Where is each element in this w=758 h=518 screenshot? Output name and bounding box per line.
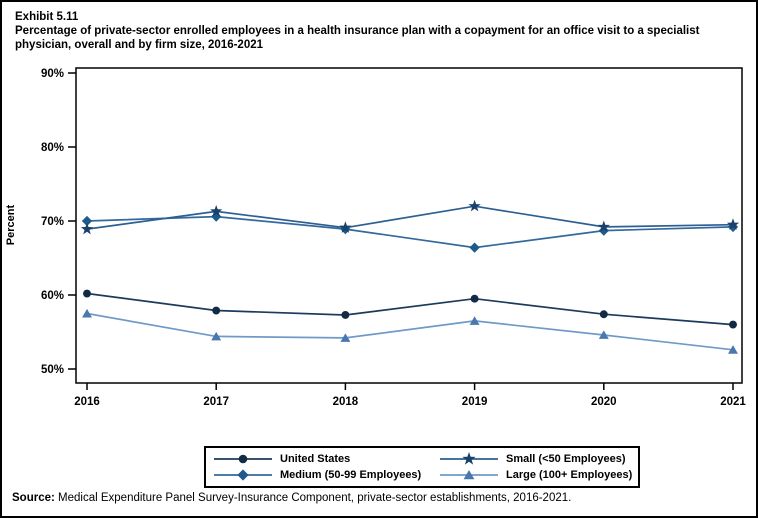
series-small-50-employees (80, 199, 740, 235)
legend-label: Large (100+ Employees) (506, 468, 633, 481)
x-tick-label: 2018 (333, 396, 359, 408)
marker-star (210, 204, 223, 217)
legend-label: United States (280, 452, 351, 465)
marker-triangle (211, 331, 222, 341)
marker-circle (599, 310, 608, 319)
marker-star (80, 222, 94, 235)
marker-circle (729, 320, 737, 329)
marker-triangle (82, 308, 92, 318)
source-text: Medical Expenditure Panel Survey-Insuran… (58, 492, 572, 504)
x-tick-label: 2021 (720, 396, 746, 408)
y-tick-label: 70% (41, 216, 64, 228)
marker-circle (341, 311, 350, 319)
marker-diamond (469, 242, 480, 253)
marker-circle (238, 454, 248, 463)
marker-diamond (237, 468, 249, 481)
legend-label: Medium (50-99 Employees) (280, 468, 422, 481)
series-line-large-100-employees (86, 312, 734, 351)
series-line-small-50-employees (86, 205, 734, 230)
legend-item-large-100-employees: Large (100+ Employees) (440, 467, 632, 482)
x-tick-label: 2019 (462, 396, 488, 408)
legend-item-medium-50-99-employees: Medium (50-99 Employees) (214, 467, 436, 482)
x-tick-label: 2017 (203, 396, 229, 408)
marker-triangle (469, 316, 480, 325)
y-tick-label: 50% (41, 364, 64, 376)
series-line-united-states (86, 292, 734, 326)
series-large-100-employees (82, 308, 738, 354)
marker-triangle (463, 469, 475, 479)
x-tick-label: 2020 (591, 396, 617, 408)
y-tick-label: 60% (41, 290, 64, 302)
marker-circle (470, 294, 479, 303)
legend-marker-star-icon (440, 451, 498, 465)
marker-circle (212, 306, 221, 315)
source-note: Source: Medical Expenditure Panel Survey… (12, 492, 752, 504)
marker-diamond (598, 225, 609, 236)
marker-star (726, 218, 740, 230)
exhibit-number: Exhibit 5.11 (15, 11, 79, 23)
legend-marker-triangle-icon (440, 469, 498, 479)
marker-triangle (598, 330, 609, 339)
marker-triangle (340, 333, 351, 342)
marker-triangle (728, 345, 738, 354)
source-label: Source: (12, 492, 55, 504)
chart-title: Percentage of private-sector enrolled em… (15, 25, 700, 51)
x-tick-label: 2016 (74, 396, 100, 408)
y-tick-label: 80% (41, 142, 64, 154)
legend-marker-circle-icon (214, 454, 272, 463)
marker-star (468, 199, 481, 212)
series-line-medium-50-99-employees (86, 215, 734, 249)
series-united-states (83, 289, 737, 329)
marker-star (462, 451, 476, 465)
marker-diamond (81, 215, 93, 227)
marker-circle (83, 289, 91, 298)
legend-label: Small (<50 Employees) (506, 452, 626, 465)
y-tick-label: 90% (41, 68, 64, 80)
marker-star (597, 220, 610, 233)
legend-marker-diamond-icon (214, 468, 272, 481)
plot-frame (75, 67, 743, 384)
legend-item-united-states: United States (214, 451, 436, 466)
title-block: Exhibit 5.11 Percentage of private-secto… (15, 10, 755, 52)
legend-item-small-50-employees: Small (<50 Employees) (440, 451, 632, 466)
marker-star (339, 221, 352, 233)
chart-legend: United States Small (<50 Employees) Medium… (204, 446, 640, 488)
